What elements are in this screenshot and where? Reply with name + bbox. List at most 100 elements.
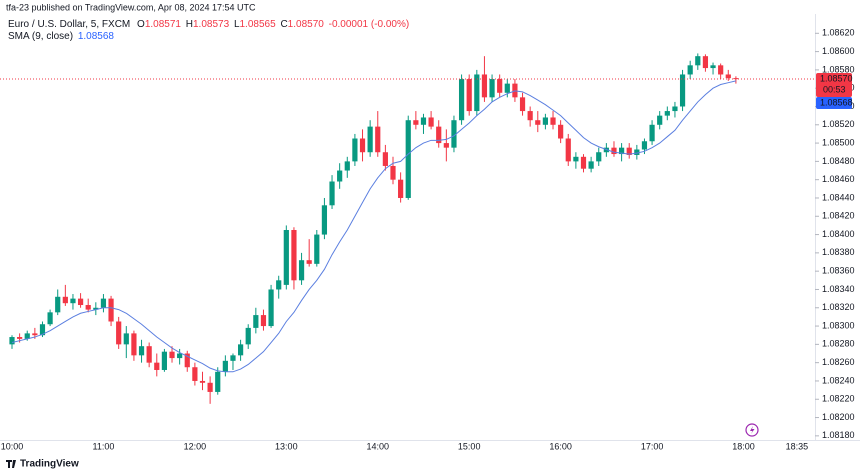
candle-body (428, 117, 434, 127)
y-tick-label: 1.08240 (822, 375, 855, 385)
candle-body (116, 321, 122, 345)
x-tick-label: 18:35 (786, 441, 809, 451)
candle-body (131, 333, 137, 356)
candle-body (93, 307, 99, 310)
candle-body (276, 280, 282, 290)
x-tick-label: 14:00 (366, 441, 389, 451)
ohlc-value: 1.08573 (193, 19, 230, 30)
candle-body (192, 367, 198, 381)
ohlc-letter: L (234, 19, 240, 30)
candle-body (619, 147, 625, 155)
header-title: tfa-23 published on TradingView.com, Apr… (6, 2, 256, 12)
candle-body (199, 380, 206, 383)
candle-body (588, 161, 594, 169)
x-tick-label: 18:00 (732, 441, 755, 451)
candle-body (497, 79, 503, 93)
candle-body (641, 141, 648, 150)
candle-body (702, 56, 709, 69)
y-tick-label: 1.08460 (822, 174, 855, 184)
candle-body (230, 355, 236, 361)
candle-body (161, 351, 167, 370)
last-price-box (816, 73, 852, 98)
brand: TradingView (6, 459, 79, 470)
candle-body (184, 353, 190, 368)
candle-body (352, 138, 358, 162)
ohlc-letter: C (280, 19, 287, 30)
candle-body (596, 152, 602, 162)
alert-bolt (750, 426, 755, 434)
candle-body (70, 298, 76, 304)
candle-body (580, 156, 587, 169)
candle-body (321, 205, 328, 235)
legend-ohlc: Euro / U.S. Dollar, 5, FXCM O1.08571 H1.… (8, 19, 409, 30)
candle-body (657, 115, 663, 125)
candle-body (672, 106, 678, 112)
y-tick-label: 1.08260 (822, 357, 855, 367)
y-tick-label: 1.08620 (822, 28, 855, 38)
y-tick-label: 1.08580 (822, 64, 855, 74)
candle-body (177, 353, 183, 359)
candle-body (9, 337, 15, 345)
candle-body (298, 260, 305, 281)
candle-body (337, 170, 343, 182)
candle-body (62, 296, 68, 304)
y-tick-label: 1.08520 (822, 119, 855, 129)
sma-line (11, 80, 737, 373)
candle-body (169, 351, 175, 359)
candle-body (481, 74, 488, 98)
candle-body (542, 117, 548, 125)
candle-body (420, 117, 427, 125)
candle-body (268, 289, 274, 327)
y-tick-label: 1.08280 (822, 339, 855, 349)
candle-body (146, 346, 152, 363)
candle-body (634, 149, 640, 155)
sma-value: 1.08568 (78, 31, 115, 42)
candle-body (329, 181, 335, 206)
candle-body (367, 126, 373, 153)
ohlc-value: 1.08571 (145, 19, 182, 30)
ohlc-value: 1.08570 (288, 19, 325, 30)
x-tick-label: 17:00 (641, 441, 664, 451)
candle-body (245, 327, 251, 345)
candle-body (100, 298, 107, 308)
candle-body (489, 79, 495, 98)
change: -0.00001 (-0.00%) (329, 19, 410, 30)
candle-body (123, 333, 129, 345)
candle-body (344, 161, 350, 171)
x-tick-label: 10:00 (1, 441, 24, 451)
candle-body (710, 65, 716, 69)
candle-body (85, 305, 91, 310)
x-tick-label: 11:00 (93, 441, 115, 451)
x-tick-label: 13:00 (275, 441, 298, 451)
candle-body (725, 74, 731, 79)
candle-body (611, 147, 617, 155)
candle-body (527, 111, 533, 121)
y-tick-label: 1.08300 (822, 320, 855, 330)
alert-icon[interactable] (745, 423, 759, 437)
candle-body (535, 120, 541, 125)
candle-body (718, 65, 724, 75)
y-tick-label: 1.08340 (822, 284, 855, 294)
y-tick-label: 1.08480 (822, 156, 855, 166)
y-tick-label: 1.08180 (822, 430, 855, 440)
candle-body (24, 333, 30, 339)
candle-body (39, 324, 46, 336)
sma-box (816, 97, 852, 110)
candle-body (474, 74, 480, 112)
candle-body (253, 315, 259, 328)
ohlc-value: 1.08565 (240, 19, 277, 30)
candle-body (55, 296, 61, 313)
candle-body (451, 120, 457, 148)
candle-body (207, 382, 213, 392)
candle-body (47, 312, 53, 325)
candle-body (466, 79, 472, 112)
candle-body (108, 298, 114, 322)
candle-body (17, 337, 23, 339)
y-tick-label: 1.08320 (822, 302, 855, 312)
x-tick-label: 15:00 (458, 441, 481, 451)
candle-body (405, 120, 411, 198)
candle-body (558, 124, 564, 139)
candle-body (314, 234, 320, 264)
